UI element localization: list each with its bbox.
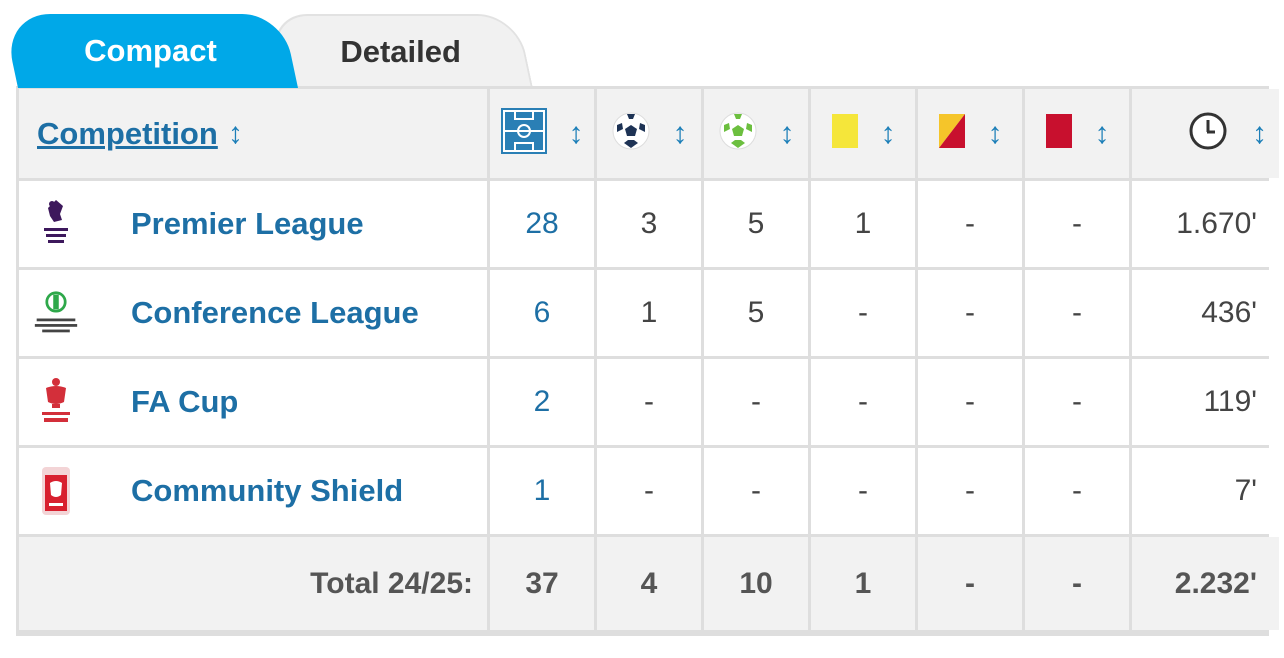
header-yellow-cards: ↕ <box>811 89 915 178</box>
yellow-red-cards-cell: - <box>918 448 1022 534</box>
appearances-link[interactable]: 1 <box>533 474 551 507</box>
fa-cup-logo <box>33 374 79 430</box>
competition-name-link[interactable]: Community Shield <box>131 473 404 508</box>
total-red-cards: - <box>1025 537 1129 630</box>
goals-cell: 3 <box>597 181 701 267</box>
total-minutes: 2.232' <box>1132 537 1279 630</box>
total-label: Total 24/25: <box>19 537 487 630</box>
yellow-card-icon <box>831 113 859 154</box>
premier-league-logo <box>33 196 79 252</box>
yellow-cards-cell: 1 <box>811 181 915 267</box>
minutes-cell: 119' <box>1132 359 1279 445</box>
yellow-red-cards-cell: - <box>918 270 1022 356</box>
sort-arrow-icon[interactable]: ↕ <box>568 116 584 150</box>
header-assists: ↕ <box>704 89 808 178</box>
header-competition: Competition ↕ <box>19 89 487 178</box>
appearances-link[interactable]: 6 <box>533 296 551 329</box>
assists-cell: 5 <box>704 270 808 356</box>
pitch-icon <box>500 108 547 159</box>
total-row: Total 24/25: 37 4 10 1 - - 2.232' <box>19 537 1279 630</box>
appearances-cell: 28 <box>490 181 594 267</box>
sort-arrow-icon[interactable]: ↕ <box>987 116 1003 150</box>
competition-name-link[interactable]: FA Cup <box>131 384 239 419</box>
goals-cell: - <box>597 359 701 445</box>
tab-detailed-label: Detailed <box>340 34 461 69</box>
conference-league-logo <box>33 285 79 341</box>
red-cards-cell: - <box>1025 448 1129 534</box>
goals-cell: - <box>597 448 701 534</box>
table-row: Premier League 28 3 5 1 - - 1.670' <box>19 181 1279 267</box>
header-appearances: ↕ <box>490 89 594 178</box>
total-yellow-cards: 1 <box>811 537 915 630</box>
yellow-cards-cell: - <box>811 359 915 445</box>
goals-cell: 1 <box>597 270 701 356</box>
clock-icon <box>1188 111 1228 156</box>
assists-cell: - <box>704 448 808 534</box>
stats-table: Competition ↕ <box>16 86 1282 633</box>
header-red-cards: ↕ <box>1025 89 1129 178</box>
tab-compact[interactable]: Compact <box>2 14 299 88</box>
red-cards-cell: - <box>1025 270 1129 356</box>
tab-compact-label: Compact <box>83 33 217 68</box>
appearances-cell: 6 <box>490 270 594 356</box>
appearances-cell: 2 <box>490 359 594 445</box>
assists-cell: - <box>704 359 808 445</box>
sort-arrow-icon[interactable]: ↕ <box>880 116 896 150</box>
total-goals: 4 <box>597 537 701 630</box>
tab-detailed[interactable]: Detailed <box>267 14 533 88</box>
competition-cell: Premier League <box>19 181 487 267</box>
header-goals: ↕ <box>597 89 701 178</box>
sort-arrow-icon[interactable]: ↕ <box>672 116 688 150</box>
community-shield-logo <box>33 463 79 519</box>
stats-table-container: Competition ↕ <box>16 86 1279 636</box>
sort-arrow-icon[interactable]: ↕ <box>1094 116 1110 150</box>
football-goal-icon <box>611 111 651 156</box>
red-card-icon <box>1045 113 1073 154</box>
yellow-cards-cell: - <box>811 448 915 534</box>
minutes-cell: 1.670' <box>1132 181 1279 267</box>
table-header-row: Competition ↕ <box>19 89 1279 178</box>
assists-cell: 5 <box>704 181 808 267</box>
red-cards-cell: - <box>1025 181 1129 267</box>
appearances-cell: 1 <box>490 448 594 534</box>
sort-arrow-icon[interactable]: ↕ <box>227 116 243 150</box>
total-assists: 10 <box>704 537 808 630</box>
header-yellow-red-cards: ↕ <box>918 89 1022 178</box>
table-row: FA Cup 2 - - - - - 119' <box>19 359 1279 445</box>
minutes-cell: 436' <box>1132 270 1279 356</box>
sort-arrow-icon[interactable]: ↕ <box>779 116 795 150</box>
header-minutes: ↕ <box>1132 89 1279 178</box>
appearances-link[interactable]: 28 <box>525 207 559 240</box>
view-tabs: Detailed Compact <box>2 14 578 88</box>
competition-name-link[interactable]: Conference League <box>131 295 419 330</box>
table-row: Community Shield 1 - - - - - 7' <box>19 448 1279 534</box>
yellow-cards-cell: - <box>811 270 915 356</box>
competition-cell: FA Cup <box>19 359 487 445</box>
red-cards-cell: - <box>1025 359 1129 445</box>
appearances-link[interactable]: 2 <box>533 385 551 418</box>
competition-sort-link[interactable]: Competition <box>37 115 218 151</box>
competition-name-link[interactable]: Premier League <box>131 206 364 241</box>
football-assist-icon <box>718 111 758 156</box>
minutes-cell: 7' <box>1132 448 1279 534</box>
yellow-red-card-icon <box>938 113 966 154</box>
total-appearances: 37 <box>490 537 594 630</box>
table-row: Conference League 6 1 5 - - - 436' <box>19 270 1279 356</box>
competition-cell: Community Shield <box>19 448 487 534</box>
competition-cell: Conference League <box>19 270 487 356</box>
sort-arrow-icon[interactable]: ↕ <box>1252 116 1267 150</box>
yellow-red-cards-cell: - <box>918 359 1022 445</box>
yellow-red-cards-cell: - <box>918 181 1022 267</box>
total-yellow-red-cards: - <box>918 537 1022 630</box>
